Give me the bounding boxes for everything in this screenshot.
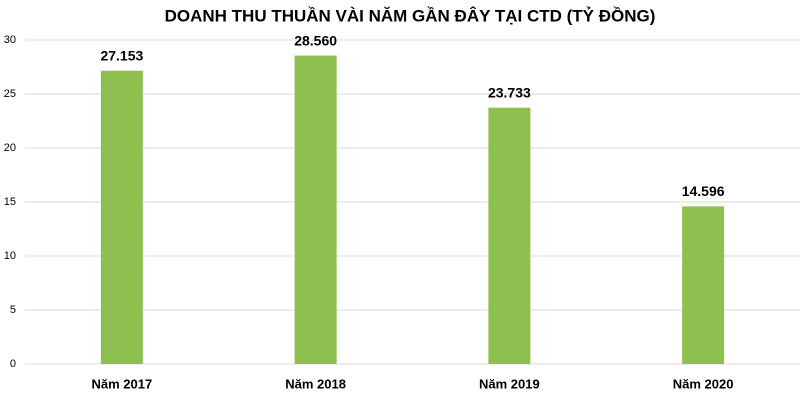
value-label: 28.560 [294, 32, 337, 48]
x-tick-label: Năm 2019 [479, 376, 540, 391]
value-label: 27.153 [100, 47, 143, 63]
bar [100, 70, 143, 365]
y-tick-label: 0 [10, 358, 16, 370]
x-tick-label: Năm 2020 [673, 376, 734, 391]
y-tick-label: 15 [4, 196, 16, 208]
y-tick-label: 30 [4, 34, 16, 46]
y-tick-label: 20 [4, 142, 16, 154]
chart-title: DOANH THU THUẦN VÀI NĂM GẦN ĐÂY TẠI CTD … [165, 6, 656, 25]
x-tick-label: Năm 2018 [285, 376, 346, 391]
bar [682, 206, 725, 364]
value-label: 14.596 [682, 183, 725, 199]
bar [488, 107, 531, 365]
x-tick-label: Năm 2017 [92, 376, 153, 391]
y-tick-label: 25 [4, 88, 16, 100]
bar [294, 55, 337, 364]
y-tick-label: 5 [10, 304, 16, 316]
value-label: 23.733 [488, 84, 531, 100]
y-tick-label: 10 [4, 250, 16, 262]
